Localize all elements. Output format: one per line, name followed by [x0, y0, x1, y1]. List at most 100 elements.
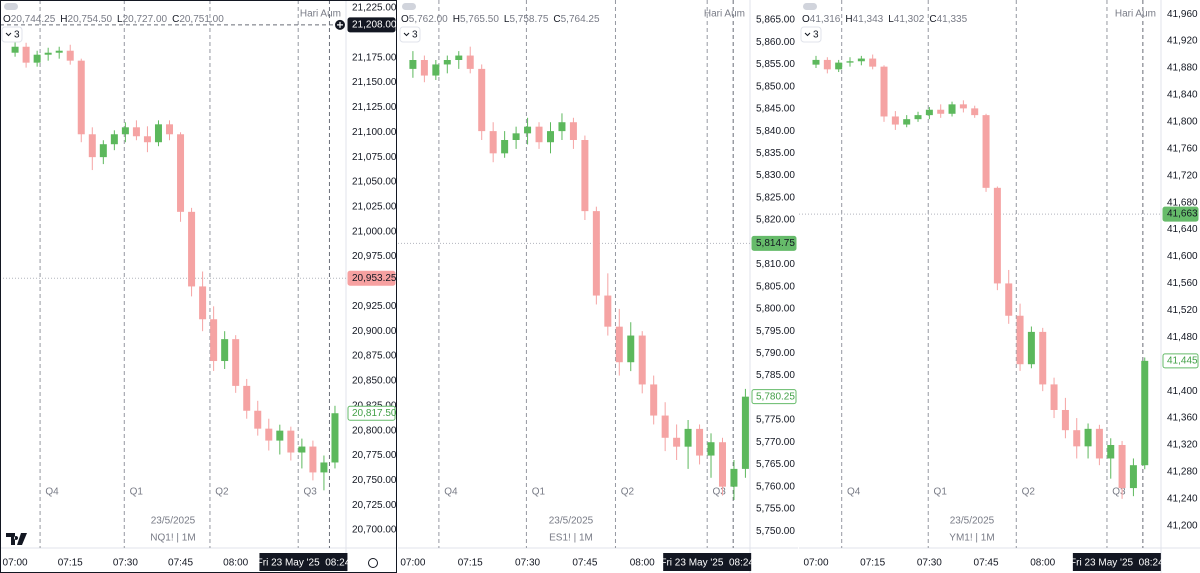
plus-icon	[337, 21, 343, 28]
ohlc-key: O	[3, 14, 11, 25]
candle-body	[880, 66, 888, 117]
price-label-box	[1162, 206, 1199, 222]
candle-body	[88, 134, 96, 158]
y-tick-label: 41,720	[1167, 170, 1198, 181]
y-tick-label: 21,050.00	[352, 177, 397, 188]
candle-body	[420, 60, 428, 76]
candle-body	[971, 108, 979, 116]
y-tick-label: 5,830.00	[756, 170, 795, 181]
candle-body	[707, 442, 715, 456]
y-tick-label: 21,125.00	[352, 102, 397, 113]
y-tick-label: 5,765.00	[756, 459, 795, 470]
x-tick-label: 08:00	[223, 558, 248, 569]
candle-body	[432, 64, 440, 76]
candle-body	[959, 104, 967, 109]
y-tick-label: 21,225.00	[352, 3, 397, 14]
y-tick-label: 20,925.00	[352, 301, 397, 312]
y-tick-label: 41,680	[1167, 197, 1198, 208]
price-label: 21,208.00	[352, 20, 397, 31]
x-tick-label: 07:45	[974, 558, 999, 569]
price-label-box	[751, 389, 797, 405]
candle-body	[937, 109, 945, 114]
y-tick-label: 5,790.00	[756, 348, 795, 359]
chart-pane: Q4 Q1 Q2 Q3 21,225.00 21,175.00 21,150.00 21,12…	[0, 0, 397, 573]
y-tick-label: 20,750.00	[352, 475, 397, 486]
y-tick-label: 41,280	[1167, 467, 1198, 478]
candle-body	[221, 339, 229, 362]
ohlc-key: C	[929, 14, 936, 25]
y-tick-label: 41,400	[1167, 386, 1198, 397]
y-tick-label: 20,775.00	[352, 450, 397, 461]
candle-body	[66, 50, 74, 61]
y-tick-label: 20,800.00	[352, 425, 397, 436]
candle-body	[199, 286, 207, 320]
price-label-box	[347, 270, 396, 286]
x-tick-label: 07:30	[515, 558, 540, 569]
interval-count: 3	[412, 30, 418, 41]
crosshair-time-label: Fri 23 May '25 08:24	[257, 558, 351, 569]
candle-body	[592, 211, 600, 296]
y-tick-label: 41,600	[1167, 251, 1198, 262]
y-tick-label: 41,200	[1167, 520, 1198, 531]
candle-body	[1005, 283, 1013, 316]
candle-body	[210, 319, 218, 362]
price-label: 5,814.75	[756, 238, 795, 249]
y-tick-label: 5,810.00	[756, 259, 795, 270]
interval-box	[1, 26, 23, 43]
candle-body	[33, 54, 41, 63]
symbol-label: ES1! | 1M	[549, 533, 593, 544]
candle-body	[627, 335, 635, 363]
x-tick-label: 07:00	[400, 558, 425, 569]
interval-count: 3	[14, 30, 20, 41]
date-label: 23/5/2025	[549, 516, 594, 527]
x-tick-label: 07:30	[113, 558, 138, 569]
ohlc-value: 20,751.00	[179, 14, 224, 25]
author-label: Hari Aum	[704, 9, 745, 20]
candle-body	[1050, 384, 1058, 410]
y-tick-label: 20,850.00	[352, 376, 397, 387]
y-tick-label: 41,520	[1167, 305, 1198, 316]
pane-menu	[402, 3, 416, 10]
ohlc-value: 5,762.00	[409, 14, 448, 25]
interval-count: 3	[813, 30, 819, 41]
y-tick-label: 20,725.00	[352, 500, 397, 511]
candle-body	[812, 59, 820, 65]
y-tick-label: 41,360	[1167, 413, 1198, 424]
x-tick-label: 07:15	[458, 558, 483, 569]
ohlc-value: 20,744.25	[11, 14, 56, 25]
candle-body	[1141, 360, 1149, 466]
y-tick-label: 5,865.00	[756, 15, 795, 26]
ohlc-key: H	[845, 14, 852, 25]
price-label: 20,817.50	[352, 408, 397, 419]
candle-body	[309, 446, 317, 473]
candle-body	[891, 116, 899, 125]
crosshair-time-label: Fri 23 May '25 08:24	[660, 558, 754, 569]
candle-body	[718, 442, 726, 487]
ohlc-key: O	[802, 14, 810, 25]
candle-body	[869, 58, 877, 67]
candle-body	[320, 462, 328, 473]
candle-body	[409, 60, 417, 69]
candle-body	[478, 68, 486, 132]
x-tick-label: 07:45	[572, 558, 597, 569]
y-tick-label: 21,075.00	[352, 152, 397, 163]
author-label: Hari Aum	[1115, 9, 1156, 20]
candle-body	[466, 55, 474, 69]
symbol-label: NQ1! | 1M	[150, 533, 195, 544]
candle-body	[914, 115, 922, 120]
ohlc-value: 20,754.50	[68, 14, 113, 25]
candle-body	[455, 55, 463, 60]
y-tick-label: 5,750.00	[756, 526, 795, 537]
y-tick-label: 5,760.00	[756, 481, 795, 492]
price-label-box	[751, 235, 797, 251]
ohlc-value: 5,764.25	[561, 14, 600, 25]
ohlc-key: L	[504, 14, 510, 25]
ohlc-header: O5,762.00 H5,765.50 L5,758.75 C5,764.25	[401, 14, 600, 25]
candle-body	[661, 415, 669, 438]
candle-body	[1095, 428, 1103, 459]
x-tick-label: 07:00	[803, 558, 828, 569]
chart-pane: Q4 Q1 Q2 Q3 5,865.00 5,860.00 5,855.00 5,850.00…	[398, 0, 798, 573]
y-tick-label: 21,025.00	[352, 202, 397, 213]
ohlc-key: O	[401, 14, 409, 25]
